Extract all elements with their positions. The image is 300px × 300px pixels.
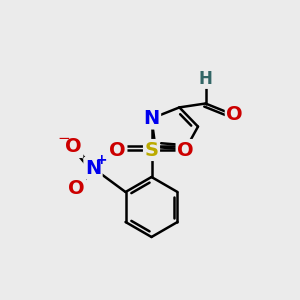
Text: N: N (85, 158, 101, 178)
Text: O: O (109, 140, 126, 160)
Text: N: N (143, 109, 160, 128)
Text: H: H (199, 70, 212, 88)
Text: −: − (58, 130, 70, 146)
Text: +: + (96, 153, 107, 166)
Text: O: O (68, 179, 85, 199)
Text: O: O (177, 140, 194, 160)
Text: O: O (65, 137, 82, 157)
Text: S: S (145, 140, 158, 160)
Text: O: O (226, 104, 243, 124)
